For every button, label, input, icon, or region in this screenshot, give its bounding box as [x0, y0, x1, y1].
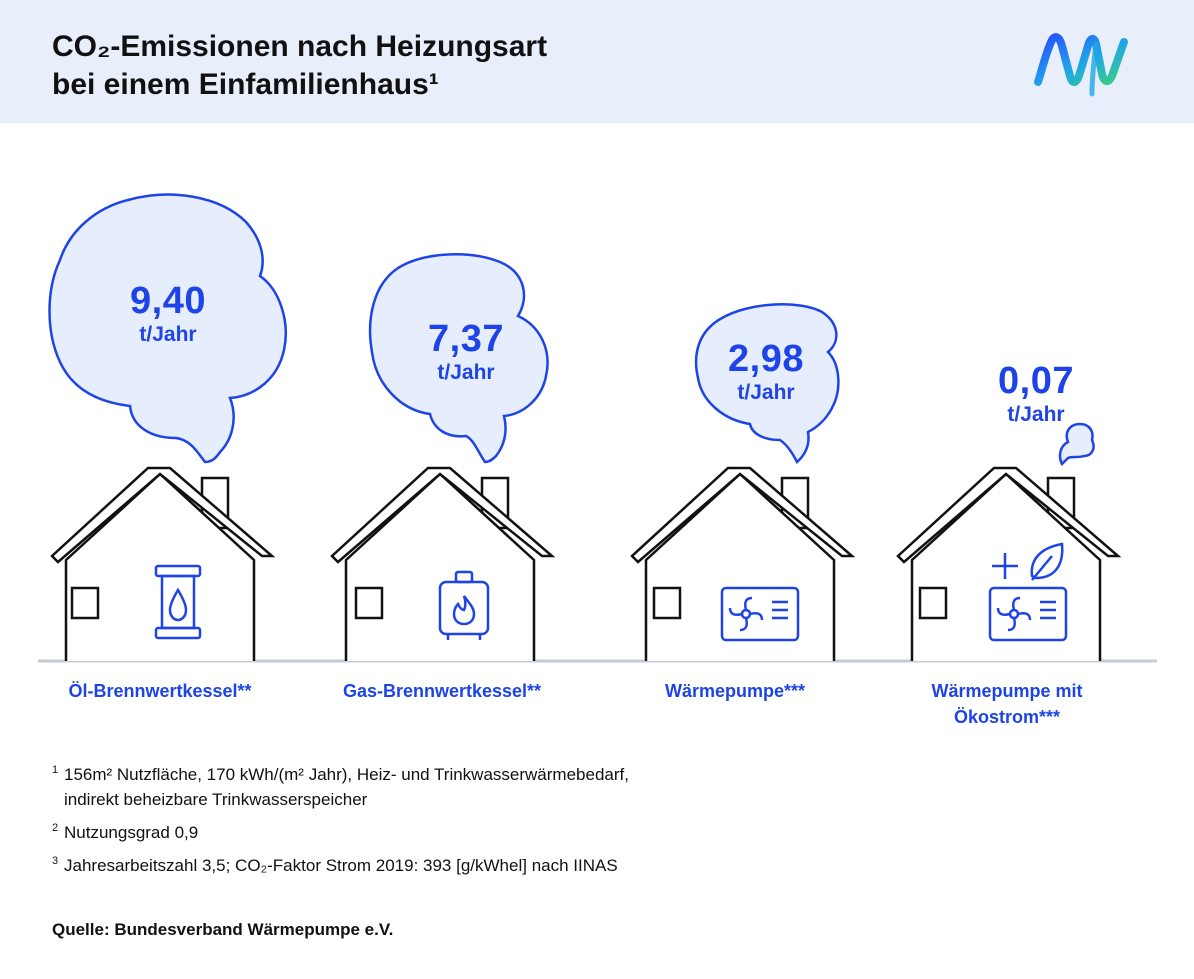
- value-eco: 0,07 t/Jahr: [976, 360, 1096, 428]
- footnotes: 1 156m² Nutzfläche, 170 kWh/(m² Jahr), H…: [52, 762, 1142, 886]
- value-heatpump: 2,98 t/Jahr: [706, 338, 826, 406]
- value-unit: t/Jahr: [139, 323, 197, 346]
- label-line-2: Ökostrom***: [953, 707, 1061, 727]
- value-number: 2,98: [728, 338, 804, 380]
- footnote-line-2: indirekt beheizbare Trinkwasserspeicher: [64, 790, 368, 809]
- house-eco: [896, 466, 1122, 661]
- value-number: 7,37: [428, 318, 504, 360]
- source-note: Quelle: Bundesverband Wärmepumpe e.V.: [52, 920, 394, 939]
- house-heatpump: [630, 466, 856, 661]
- heat-pump-icon: [720, 586, 800, 642]
- logo-icon: [1034, 33, 1128, 97]
- footnote: 1 156m² Nutzfläche, 170 kWh/(m² Jahr), H…: [52, 762, 1142, 812]
- label-gas: Gas-Brennwertkessel**: [312, 678, 572, 704]
- footnote: 3 Jahresarbeitszahl 3,5; CO₂-Faktor Stro…: [52, 853, 1142, 878]
- header-band: CO₂-Emissionen nach Heizungsart bei eine…: [0, 0, 1194, 123]
- page-title: CO₂-Emissionen nach Heizungsart bei eine…: [52, 28, 547, 104]
- footnote-line-1: Nutzungsgrad 0,9: [64, 823, 199, 842]
- cloud-heatpump: [694, 303, 840, 465]
- cloud-eco: [1058, 422, 1095, 467]
- value-oil: 9,40 t/Jahr: [108, 280, 228, 348]
- label-oil: Öl-Brennwertkessel**: [30, 678, 290, 704]
- footnote-mark: 2: [52, 822, 59, 834]
- heat-pump-leaf-icon: [988, 542, 1068, 642]
- footnote-line-1: Jahresarbeitszahl 3,5; CO₂-Faktor Strom …: [64, 856, 618, 875]
- label-line-1: Gas-Brennwertkessel**: [342, 681, 542, 701]
- value-unit: t/Jahr: [1007, 403, 1065, 426]
- label-line-1: Wärmepumpe mit: [931, 681, 1083, 701]
- value-unit: t/Jahr: [437, 361, 495, 384]
- footnote-mark: 3: [52, 855, 59, 867]
- label-eco: Wärmepumpe mit Ökostrom***: [877, 678, 1137, 730]
- value-gas: 7,37 t/Jahr: [406, 318, 526, 386]
- footnote-line-1: 156m² Nutzfläche, 170 kWh/(m² Jahr), Hei…: [64, 765, 629, 784]
- house-oil: [50, 466, 276, 661]
- footnote-mark: 1: [52, 764, 59, 776]
- cloud-oil: [48, 193, 287, 464]
- houses-illustration: [38, 193, 1157, 663]
- gas-boiler-icon: [438, 570, 490, 640]
- label-line-1: Öl-Brennwertkessel**: [68, 681, 252, 701]
- footnote: 2 Nutzungsgrad 0,9: [52, 820, 1142, 845]
- label-line-1: Wärmepumpe***: [664, 681, 806, 701]
- oil-barrel-icon: [154, 564, 202, 640]
- value-unit: t/Jahr: [737, 381, 795, 404]
- title-line-1: CO₂-Emissionen nach Heizungsart: [52, 30, 548, 63]
- value-number: 0,07: [998, 360, 1074, 402]
- title-line-2: bei einem Einfamilienhaus¹: [52, 68, 439, 101]
- value-number: 9,40: [130, 280, 206, 322]
- label-heatpump: Wärmepumpe***: [605, 678, 865, 704]
- cloud-gas: [368, 253, 549, 464]
